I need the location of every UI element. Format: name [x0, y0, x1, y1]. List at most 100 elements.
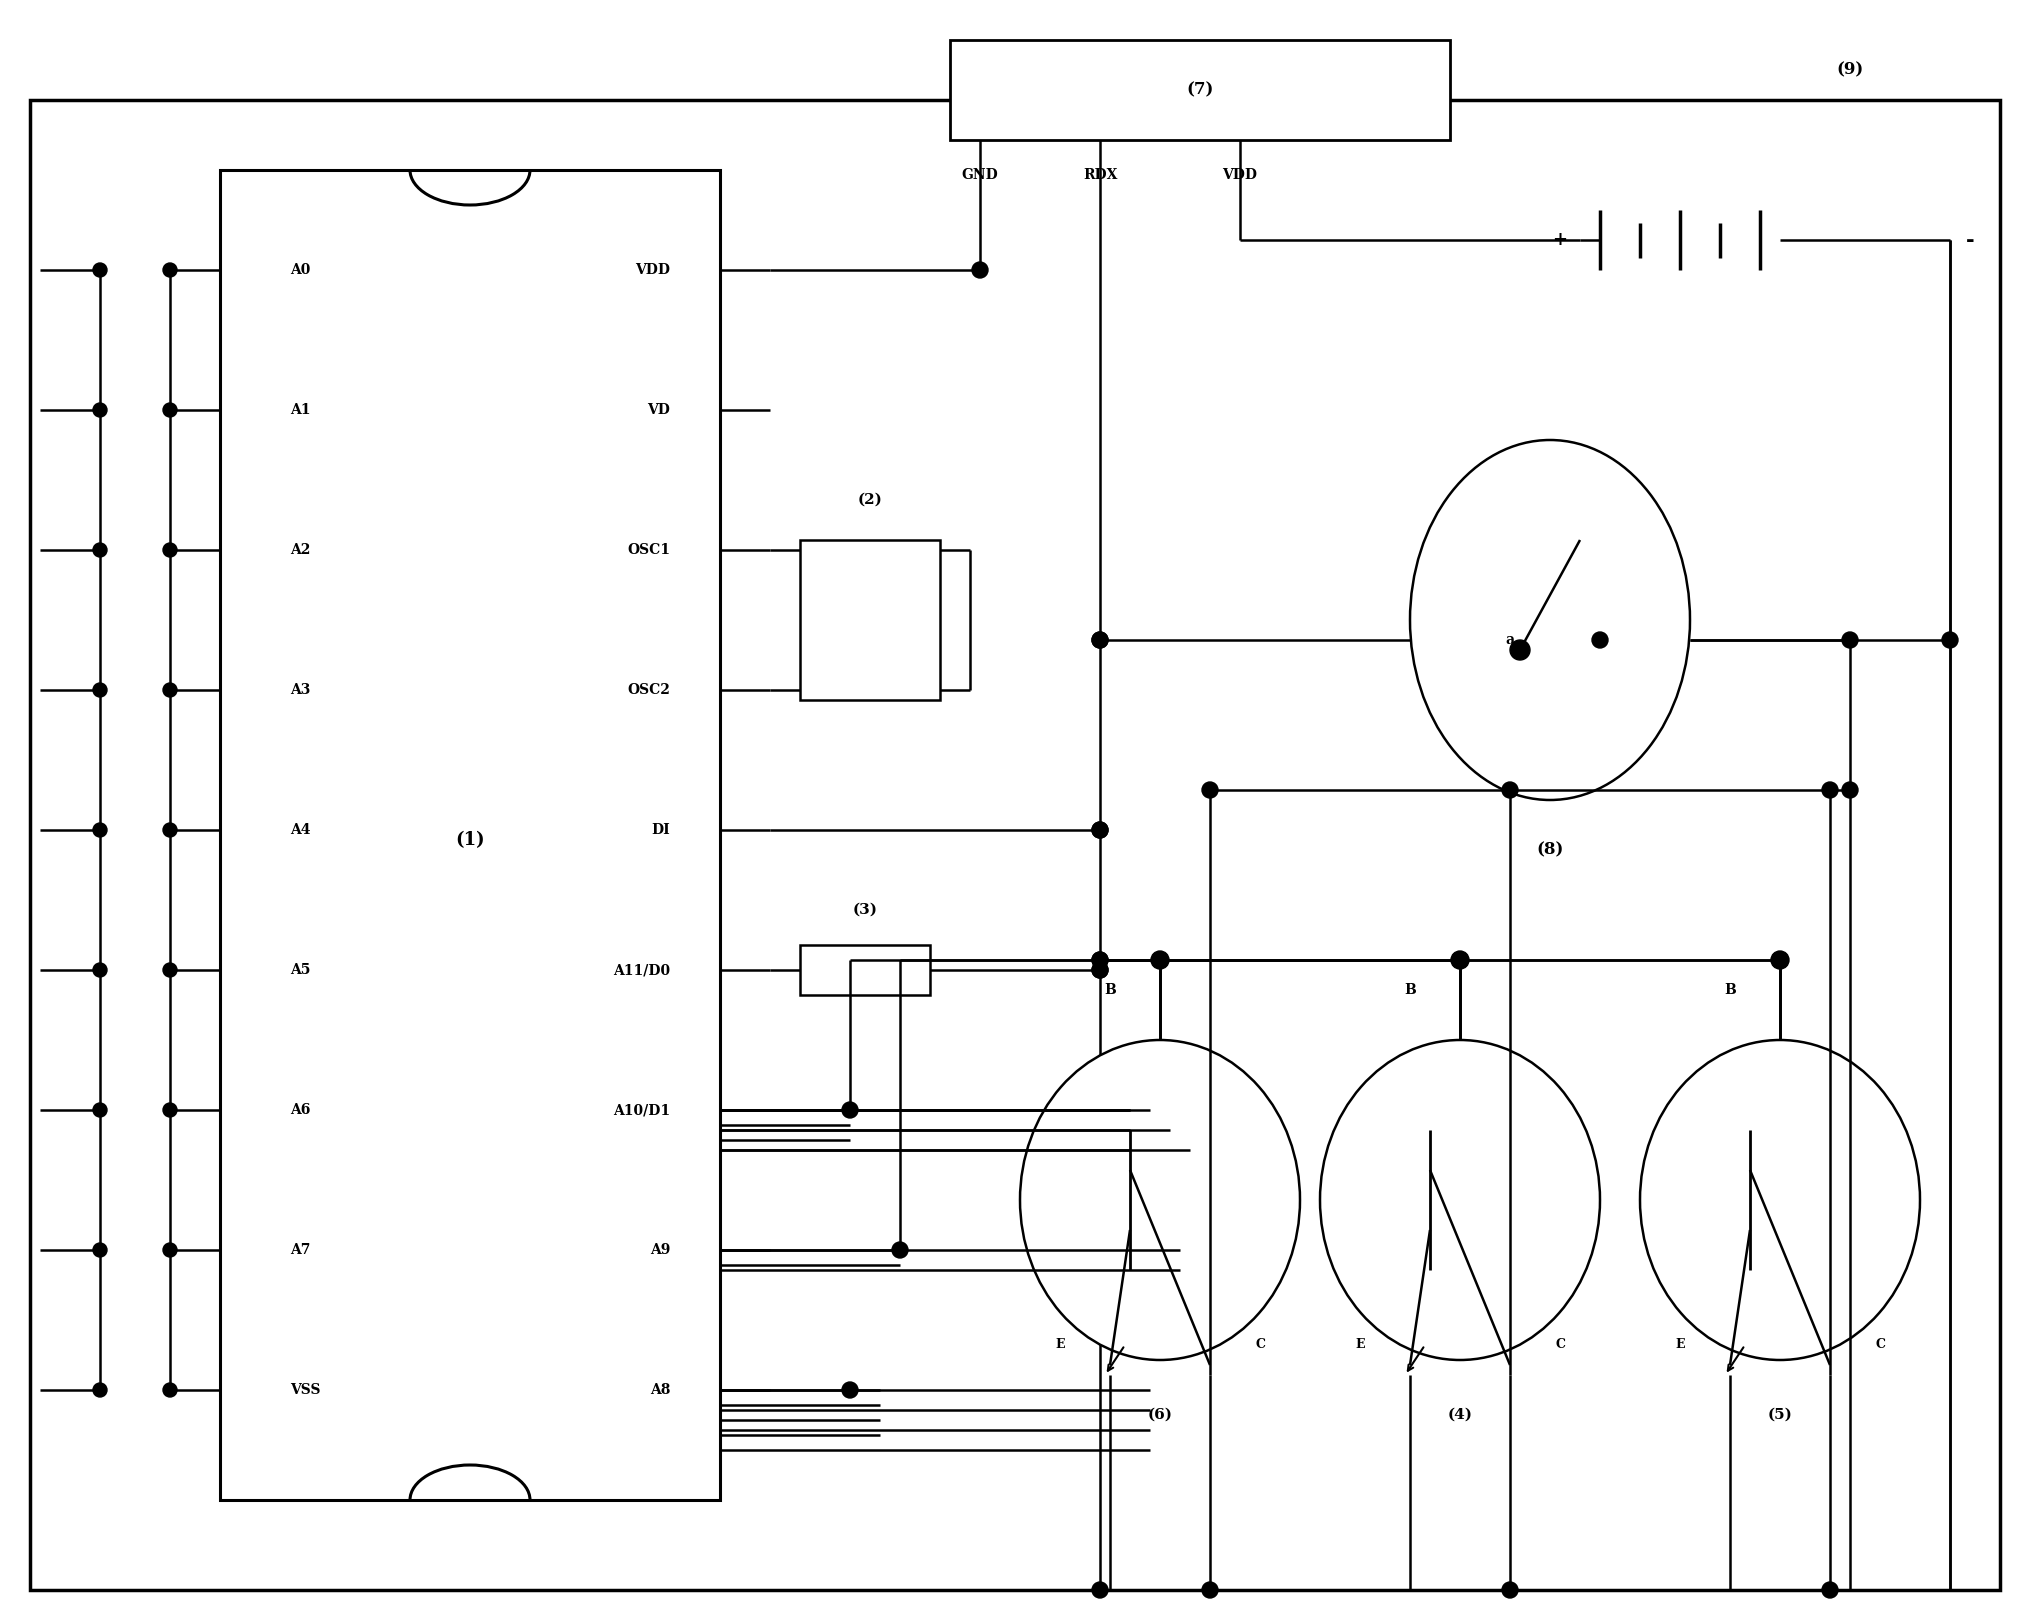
- Circle shape: [1091, 821, 1108, 838]
- Text: VDD: VDD: [1222, 168, 1257, 181]
- Circle shape: [1151, 951, 1169, 969]
- Circle shape: [1091, 632, 1108, 648]
- Circle shape: [92, 1383, 106, 1396]
- Text: A9: A9: [650, 1243, 670, 1257]
- Circle shape: [1821, 1583, 1838, 1597]
- Circle shape: [1502, 782, 1519, 799]
- Text: (9): (9): [1836, 62, 1864, 78]
- Bar: [799, 539, 940, 700]
- Circle shape: [891, 1243, 908, 1259]
- Circle shape: [1091, 953, 1108, 969]
- Text: B: B: [1104, 983, 1116, 996]
- Circle shape: [973, 262, 987, 279]
- Circle shape: [1451, 953, 1468, 969]
- Text: -: -: [1966, 230, 1975, 249]
- Text: A4: A4: [290, 823, 311, 838]
- Ellipse shape: [1410, 441, 1690, 800]
- Text: C: C: [1555, 1338, 1566, 1351]
- Circle shape: [1451, 951, 1470, 969]
- Circle shape: [1091, 1583, 1108, 1597]
- Text: (8): (8): [1537, 841, 1564, 859]
- Text: A7: A7: [290, 1243, 311, 1257]
- Bar: [799, 944, 930, 995]
- Circle shape: [164, 823, 178, 838]
- Text: A8: A8: [650, 1383, 670, 1396]
- Ellipse shape: [1020, 1040, 1300, 1361]
- Text: A1: A1: [290, 403, 311, 416]
- Text: (3): (3): [852, 902, 877, 917]
- Ellipse shape: [1639, 1040, 1919, 1361]
- Circle shape: [1772, 953, 1788, 969]
- Ellipse shape: [1320, 1040, 1600, 1361]
- Circle shape: [92, 543, 106, 557]
- Circle shape: [1821, 782, 1838, 799]
- Text: B: B: [1725, 983, 1735, 996]
- Text: E: E: [1055, 1338, 1065, 1351]
- Text: (1): (1): [456, 831, 484, 849]
- Circle shape: [1451, 953, 1468, 969]
- Circle shape: [164, 262, 178, 277]
- Circle shape: [1772, 953, 1788, 969]
- Circle shape: [1942, 632, 1958, 648]
- Circle shape: [92, 962, 106, 977]
- Circle shape: [164, 1103, 178, 1118]
- Circle shape: [1451, 953, 1468, 969]
- Circle shape: [1502, 1583, 1519, 1597]
- Circle shape: [164, 403, 178, 416]
- Circle shape: [1511, 640, 1531, 659]
- Circle shape: [1772, 953, 1788, 969]
- Circle shape: [842, 1382, 858, 1398]
- Circle shape: [1091, 962, 1108, 978]
- Text: a: a: [1506, 633, 1515, 646]
- Circle shape: [1842, 782, 1858, 799]
- Circle shape: [1202, 1583, 1218, 1597]
- Text: B: B: [1404, 983, 1416, 996]
- Text: A2: A2: [290, 543, 311, 557]
- Text: +: +: [1553, 232, 1568, 249]
- Circle shape: [1202, 782, 1218, 799]
- Circle shape: [1153, 953, 1167, 969]
- Text: A3: A3: [290, 684, 311, 697]
- Circle shape: [1091, 821, 1108, 838]
- Text: GND: GND: [961, 168, 997, 181]
- Text: (6): (6): [1147, 1408, 1173, 1422]
- Text: RDX: RDX: [1083, 168, 1118, 181]
- Bar: [221, 170, 719, 1500]
- Circle shape: [92, 1243, 106, 1257]
- Circle shape: [164, 1383, 178, 1396]
- Text: C: C: [1255, 1338, 1265, 1351]
- Text: VSS: VSS: [290, 1383, 321, 1396]
- Text: A0: A0: [290, 262, 311, 277]
- Circle shape: [164, 962, 178, 977]
- Text: (7): (7): [1186, 81, 1214, 99]
- Circle shape: [1842, 632, 1858, 648]
- Bar: [950, 40, 1449, 139]
- Text: (5): (5): [1768, 1408, 1793, 1422]
- Text: OSC1: OSC1: [628, 543, 670, 557]
- Text: E: E: [1676, 1338, 1684, 1351]
- Circle shape: [92, 823, 106, 838]
- Text: b: b: [1594, 633, 1605, 646]
- Text: (4): (4): [1447, 1408, 1472, 1422]
- Circle shape: [164, 543, 178, 557]
- Circle shape: [92, 684, 106, 697]
- Text: OSC2: OSC2: [628, 684, 670, 697]
- Text: (2): (2): [858, 492, 883, 507]
- Circle shape: [842, 1102, 858, 1118]
- Text: A10/D1: A10/D1: [613, 1103, 670, 1118]
- Circle shape: [164, 1243, 178, 1257]
- Circle shape: [92, 262, 106, 277]
- Circle shape: [92, 1103, 106, 1118]
- Text: E: E: [1355, 1338, 1365, 1351]
- Circle shape: [164, 684, 178, 697]
- Text: VDD: VDD: [636, 262, 670, 277]
- Circle shape: [1091, 962, 1108, 978]
- Text: A5: A5: [290, 962, 311, 977]
- Text: VD: VD: [648, 403, 670, 416]
- Circle shape: [92, 403, 106, 416]
- Circle shape: [1091, 953, 1108, 969]
- Circle shape: [1592, 632, 1609, 648]
- Circle shape: [1770, 951, 1788, 969]
- Text: A11/D0: A11/D0: [613, 962, 670, 977]
- Circle shape: [1091, 632, 1108, 648]
